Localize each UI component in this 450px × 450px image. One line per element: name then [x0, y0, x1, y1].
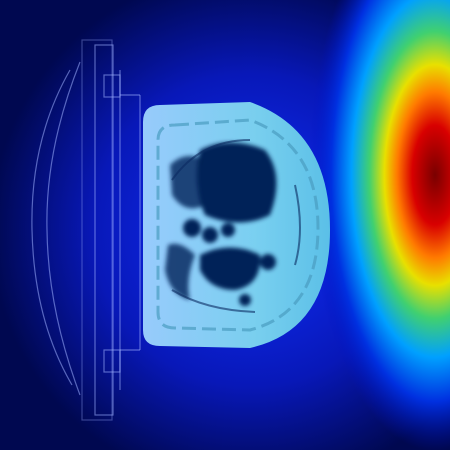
internal-lines	[171, 139, 301, 313]
scanner-frame	[31, 39, 141, 421]
dark-regions	[165, 142, 277, 306]
body-outline	[156, 118, 320, 332]
